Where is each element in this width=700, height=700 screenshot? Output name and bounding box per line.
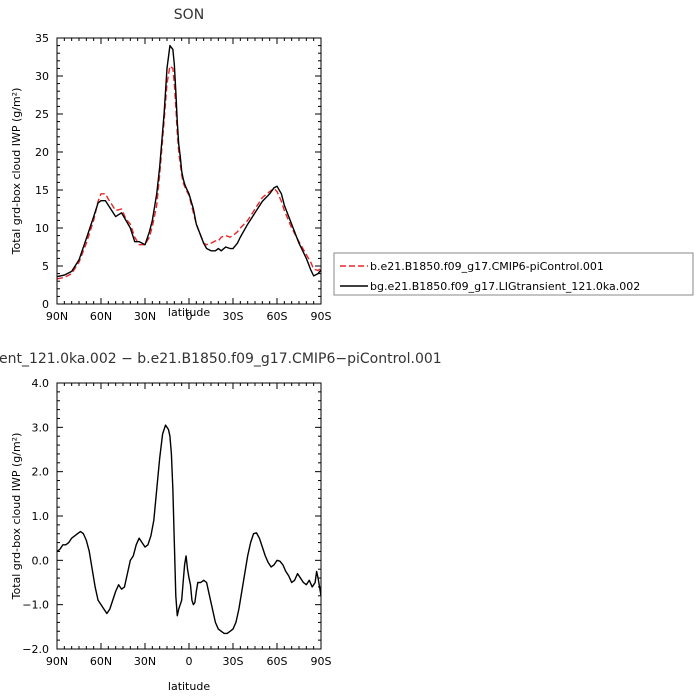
plot-frame — [56, 37, 322, 305]
x-tick-label: 30N — [134, 655, 156, 668]
legend: b.e21.B1850.f09_g17.CMIP6-piControl.001b… — [333, 252, 694, 296]
x-tick-label: 0 — [186, 655, 193, 668]
bottom-panel-difference: LIGtransient_121.0ka.002 − b.e21.B1850.f… — [0, 351, 442, 693]
y-tick-label: 0 — [42, 298, 49, 311]
x-tick-label: 60N — [90, 310, 112, 323]
y-axis-label: Total grd-box cloud IWP (g/m²) — [10, 433, 23, 601]
x-tick-label: 30S — [223, 310, 244, 323]
y-tick-label: 2.0 — [32, 466, 50, 479]
legend-label-0: b.e21.B1850.f09_g17.CMIP6-piControl.001 — [370, 260, 604, 273]
x-axis-label: latitude — [168, 680, 210, 693]
y-tick-label: −1.0 — [22, 599, 49, 612]
plot-frame — [56, 382, 322, 650]
x-tick-label: 60S — [267, 655, 288, 668]
y-tick-label: 5 — [42, 260, 49, 273]
y-axis-label: Total grd-box cloud IWP (g/m²) — [10, 88, 23, 256]
y-tick-label: 30 — [35, 70, 49, 83]
y-tick-label: 35 — [35, 32, 49, 45]
x-tick-label: 60S — [267, 310, 288, 323]
series-line-0 — [57, 424, 321, 635]
chart-title: LIGtransient_121.0ka.002 − b.e21.B1850.f… — [0, 351, 442, 367]
x-tick-label: 90N — [46, 310, 68, 323]
legend-label-1: bg.e21.B1850.f09_g17.LIGtransient_121.0k… — [370, 280, 640, 293]
legend-box — [333, 252, 694, 296]
chart-title: SON — [174, 7, 204, 23]
x-tick-label: 30S — [223, 655, 244, 668]
series-line-1 — [57, 44, 321, 278]
y-tick-label: 20 — [35, 146, 49, 159]
x-tick-label: 90S — [311, 310, 332, 323]
y-tick-label: 15 — [35, 184, 49, 197]
series-line-0 — [57, 65, 321, 280]
x-tick-label: 30N — [134, 310, 156, 323]
y-tick-label: −2.0 — [22, 643, 49, 656]
x-tick-label: 90N — [46, 655, 68, 668]
x-tick-label: 60N — [90, 655, 112, 668]
x-axis-label: latitude — [168, 306, 210, 319]
y-tick-label: 4.0 — [32, 377, 50, 390]
y-tick-label: 10 — [35, 222, 49, 235]
y-tick-label: 1.0 — [32, 510, 50, 523]
y-tick-label: 0.0 — [32, 554, 50, 567]
y-tick-label: 3.0 — [32, 421, 50, 434]
x-tick-label: 0 — [186, 310, 193, 323]
x-tick-label: 90S — [311, 655, 332, 668]
top-panel-son: SON 90N 60N 30N 0 30S 60S 90S 0 5 10 15 20 25 30 35 lati… — [10, 7, 694, 323]
y-tick-label: 25 — [35, 108, 49, 121]
